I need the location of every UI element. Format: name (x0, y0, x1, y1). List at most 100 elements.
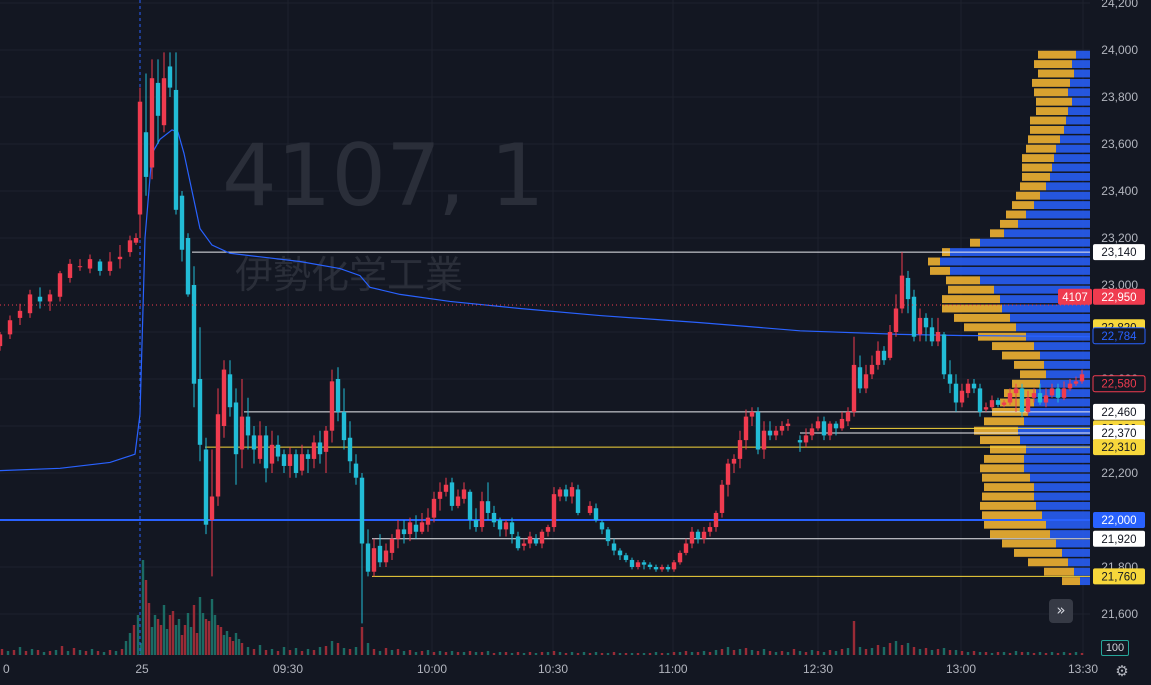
hline-price-tag-bg (1093, 512, 1145, 528)
volume-bar (978, 652, 982, 655)
profile-bar-orange (1030, 125, 1064, 134)
profile-bar-orange (1028, 135, 1060, 144)
profile-bar-orange (964, 323, 1016, 332)
candle-body (1061, 388, 1067, 398)
volume-bar (426, 650, 430, 655)
candle-body (299, 454, 305, 471)
profile-bar-orange (942, 295, 1000, 304)
volume-bar (1026, 652, 1030, 655)
candle-body (1025, 397, 1031, 412)
profile-bar-blue (1026, 445, 1090, 454)
candle-body (521, 543, 527, 546)
price-tick-label: 23,000 (1101, 278, 1138, 292)
volume-bar (36, 650, 40, 655)
hline-price-tag-bg (1093, 568, 1145, 585)
candle-body (1013, 388, 1019, 394)
profile-bar-orange (1012, 201, 1034, 210)
volume-bar (582, 652, 586, 655)
volume-bar (846, 648, 850, 655)
volume-bar (102, 652, 106, 655)
price-tick-label: 22,200 (1101, 466, 1138, 480)
profile-bar-orange (984, 483, 1034, 492)
volume-bar (1044, 653, 1048, 655)
candle-body (191, 285, 197, 384)
hline-price-tag-bg (1093, 425, 1145, 442)
profile-bar-blue (1064, 125, 1090, 134)
candle-body (797, 440, 803, 443)
volume-bar (474, 652, 478, 655)
volume-bar (672, 652, 676, 655)
settings-gear-icon[interactable]: ⚙ (1115, 662, 1129, 680)
candle-body (737, 440, 743, 459)
hline-price-tag-bg (1093, 439, 1145, 456)
volume-bar (330, 641, 334, 655)
time-tick-label: 12:30 (803, 662, 833, 676)
candle-body (401, 529, 407, 535)
volume-bar (210, 599, 214, 655)
candle-body (677, 552, 683, 563)
profile-bar-blue (1068, 558, 1090, 567)
hline-price-tag: 22,000 (1101, 515, 1136, 527)
volume-bar (600, 653, 604, 655)
price-tick-label: 21,600 (1101, 607, 1138, 621)
profile-bar-blue (1044, 360, 1090, 369)
time-tick-label: 10:30 (538, 662, 568, 676)
candle-body (77, 266, 83, 268)
candles (0, 52, 1085, 624)
scroll-to-realtime-button[interactable]: » (1049, 599, 1073, 623)
profile-bar-blue (1046, 182, 1090, 191)
profile-bar-blue (1018, 426, 1090, 435)
volume-bar (618, 653, 622, 655)
candle-body (731, 458, 737, 464)
candle-body (317, 442, 323, 455)
candle-body (155, 82, 161, 116)
volume-bar (228, 637, 232, 655)
candle-body (245, 416, 251, 436)
volume-bar (678, 652, 682, 655)
profile-bar-orange (1022, 172, 1050, 181)
volume-bar (360, 627, 364, 655)
volume-bar (780, 651, 784, 655)
hline-price-tag: 23,140 (1101, 247, 1136, 259)
volume-bar (702, 651, 706, 655)
candle-body (197, 379, 203, 445)
volume-bar (189, 627, 193, 655)
candle-body (953, 383, 959, 403)
candle-body (1031, 393, 1037, 398)
candle-body (917, 317, 923, 335)
candle-body (785, 423, 791, 426)
candle-body (947, 374, 953, 384)
volume-bar (183, 625, 187, 655)
candle-body (311, 442, 317, 459)
volume-bar (336, 643, 340, 655)
candle-body (395, 529, 401, 539)
candle-body (449, 482, 455, 506)
candle-body (899, 275, 905, 309)
volume-bar (510, 653, 514, 655)
candle-body (941, 334, 947, 375)
volume-bar (30, 649, 34, 655)
volume-bar (798, 651, 802, 655)
profile-bar-orange (978, 332, 1026, 341)
time-axis[interactable]: 09:30 10:00 10:30 11:00 12:30 13:00 13:30 25 0 (3, 662, 1098, 676)
volume-bar (756, 651, 760, 655)
volume-bar (168, 615, 172, 655)
volume-bar (834, 651, 838, 655)
candle-body (371, 548, 377, 572)
profile-bar-orange (1038, 50, 1076, 59)
time-tick-label: 09:30 (273, 662, 303, 676)
volume-bar (144, 580, 148, 655)
volume-bar (1050, 652, 1054, 655)
candle-body (995, 400, 1001, 405)
volume-bar (312, 650, 316, 655)
volume-bar (480, 652, 484, 655)
volume-bar (402, 651, 406, 655)
candle-body (887, 332, 893, 358)
current-price-tag: 22,950 (1101, 292, 1136, 304)
candle-body (611, 543, 617, 551)
horizontal-lines[interactable] (0, 251, 1090, 577)
volume-bar (177, 619, 181, 655)
volume-bar (486, 651, 490, 655)
time-tick-label: 10:00 (417, 662, 447, 676)
